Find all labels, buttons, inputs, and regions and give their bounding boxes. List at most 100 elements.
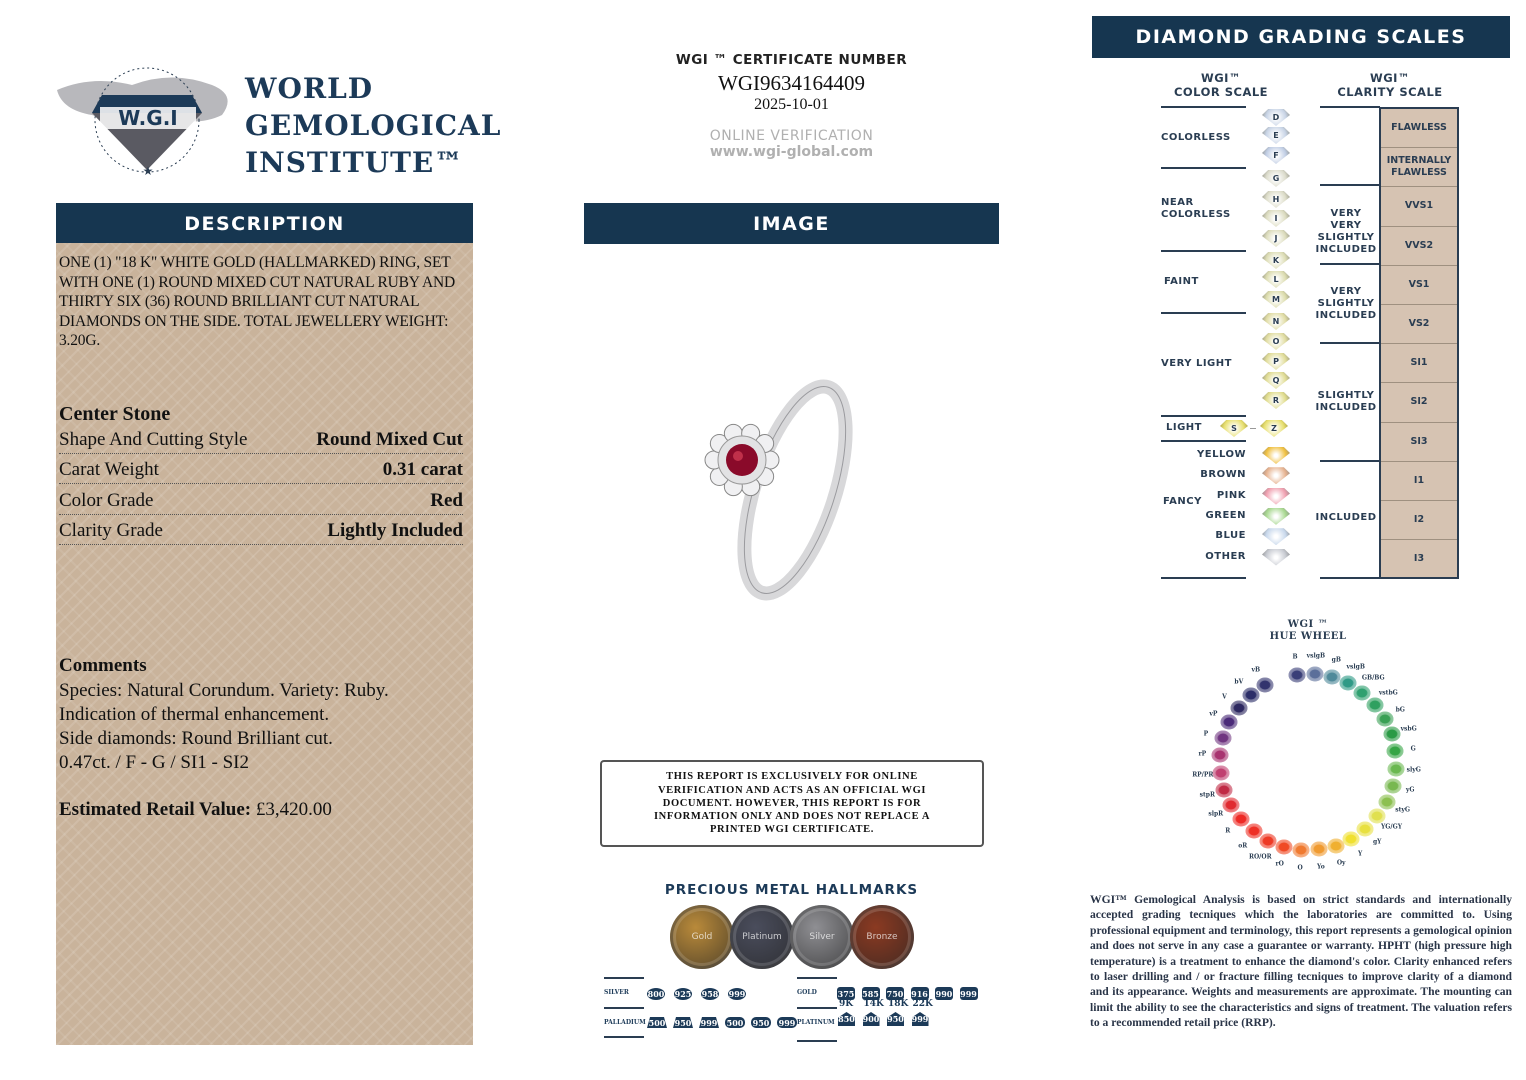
platinum-mark: 850 (838, 1012, 855, 1026)
color-grade-gem: R (1262, 392, 1290, 409)
clarity-scale-title: WGI™ CLARITY SCALE (1330, 71, 1450, 99)
hue-swatch (1356, 821, 1374, 837)
metal-label: PALLADIUM (604, 1019, 646, 1026)
row-value: 0.31 carat (382, 459, 463, 480)
hue-label: slpR (1208, 810, 1224, 818)
row-value: Lightly Included (327, 520, 463, 541)
clarity-grade-cell: FLAWLESS (1381, 109, 1457, 149)
hue-swatch (1386, 743, 1404, 759)
hue-label: Yo (1317, 863, 1325, 871)
row-label: Carat Weight (59, 459, 159, 480)
clarity-group-si: SLIGHTLY INCLUDED (1315, 390, 1377, 413)
gold-mark: 999 (959, 987, 978, 1000)
comment-line: Species: Natural Corundum. Variety: Ruby… (59, 680, 389, 701)
divider (797, 1007, 837, 1009)
color-grade-gem: N (1262, 313, 1290, 330)
silver-mark: 925 (674, 988, 692, 1000)
hue-swatch (1230, 700, 1248, 716)
clarity-grade-cell: I2 (1381, 501, 1457, 541)
fancy-color-label: BLUE (1215, 530, 1246, 542)
certificate-info: WGI ™ CERTIFICATE NUMBER WGI9634164409 2… (584, 52, 999, 160)
clarity-grade-cell: SI2 (1381, 383, 1457, 423)
svg-text:★: ★ (143, 164, 154, 178)
wgi-emblem-icon: W.G.I ★ (57, 67, 228, 178)
title-line: WGI™ (1201, 71, 1241, 85)
hue-label: G (1410, 745, 1416, 753)
row-value: Red (430, 489, 463, 511)
hue-swatch (1288, 667, 1306, 683)
clarity-grade-cell: VS2 (1381, 305, 1457, 345)
palladium-mark: 999 (777, 1017, 797, 1028)
divider (797, 1040, 837, 1042)
hue-swatch (1327, 838, 1345, 854)
hue-label: rP (1198, 750, 1207, 758)
gold-mark: 916 (910, 987, 929, 1000)
table-row: Shape And Cutting Style Round Mixed Cut (59, 423, 463, 454)
color-grade-gem: G (1262, 170, 1290, 187)
color-grade-gem: M (1262, 291, 1290, 308)
dash (1250, 428, 1256, 429)
hue-swatch (1211, 747, 1229, 763)
color-grade-gem: S (1220, 420, 1248, 437)
hue-swatch (1306, 666, 1324, 682)
verification-url[interactable]: www.wgi-global.com (709, 144, 874, 160)
karat-label: 9K (839, 999, 854, 1009)
retail-value: Estimated Retail Value: £3,420.00 (59, 799, 332, 821)
palladium-mark: 500 (725, 1017, 745, 1028)
table-row: Clarity Grade Lightly Included (59, 515, 463, 545)
clarity-grade-cell: VVS2 (1381, 227, 1457, 266)
group-faint: FAINT (1164, 276, 1199, 287)
group-near-colorless: NEAR COLORLESS (1161, 197, 1231, 220)
hue-label: GB/BG (1361, 674, 1385, 682)
color-grade-gem: K (1262, 252, 1290, 269)
row-value: Round Mixed Cut (316, 428, 463, 450)
clarity-grade-cell: VVS1 (1381, 187, 1457, 227)
fancy-color-label: GREEN (1205, 509, 1246, 521)
analysis-text: WGI™ Gemological Analysis is based on st… (1090, 893, 1512, 1030)
fancy-color-label: BROWN (1200, 469, 1246, 481)
color-scale-title: WGI™ COLOR SCALE (1161, 71, 1281, 99)
fancy-color-label: OTHER (1205, 550, 1246, 562)
color-grade-gem: F (1262, 147, 1290, 164)
row-label: Shape And Cutting Style (59, 428, 248, 450)
table-row: Carat Weight 0.31 carat (59, 454, 463, 484)
hue-label: V (1222, 693, 1227, 701)
description-header: DESCRIPTION (56, 203, 473, 244)
divider (797, 977, 837, 979)
color-grade-gem: Z (1260, 420, 1288, 437)
title-line: WGI ™ (1287, 619, 1329, 630)
fancy-color-gem (1262, 447, 1290, 464)
logo-line-3: INSTITUTE™ (245, 146, 464, 179)
divider (604, 977, 644, 979)
center-stone-table: Shape And Cutting Style Round Mixed Cut C… (59, 423, 463, 545)
row-label: Clarity Grade (59, 520, 163, 541)
hallmarks-title: PRECIOUS METAL HALLMARKS (664, 882, 919, 898)
clarity-group-vvs: VERY VERY SLIGHTLY INCLUDED (1315, 208, 1377, 255)
metal-label: SILVER (604, 989, 629, 996)
clarity-grade-cell: INTERNALLY FLAWLESS (1381, 148, 1457, 188)
hue-swatch (1384, 778, 1402, 794)
color-grade-gem: D (1262, 109, 1290, 126)
hue-swatch (1212, 765, 1230, 781)
hue-swatch (1339, 675, 1357, 691)
clarity-grade-cell: SI3 (1381, 423, 1457, 462)
gold-mark: 990 (935, 987, 953, 1000)
description-text: ONE (1) "18 K" WHITE GOLD (HALLMARKED) R… (59, 254, 455, 349)
logo-line-2: GEMOLOGICAL (245, 109, 502, 142)
gold-mark: 750 (886, 987, 904, 1000)
title-line: COLOR SCALE (1173, 85, 1269, 99)
clarity-group-i: INCLUDED (1315, 512, 1377, 523)
hallmark-coin: Gold (670, 905, 734, 969)
hue-swatch (1353, 685, 1371, 701)
hue-swatch (1368, 808, 1386, 824)
hue-swatch (1292, 842, 1310, 858)
hue-label: vslgB (1306, 652, 1326, 660)
hallmark-coin: Silver (790, 905, 854, 969)
fancy-color-gem (1262, 548, 1290, 566)
karat-label: 14K (863, 999, 884, 1009)
silver-mark: 958 (701, 988, 719, 1000)
group-light: LIGHT (1166, 422, 1202, 433)
clarity-grade-cell: I1 (1381, 462, 1457, 501)
hue-label: gB (1331, 656, 1341, 664)
fancy-color-gem (1262, 467, 1290, 485)
